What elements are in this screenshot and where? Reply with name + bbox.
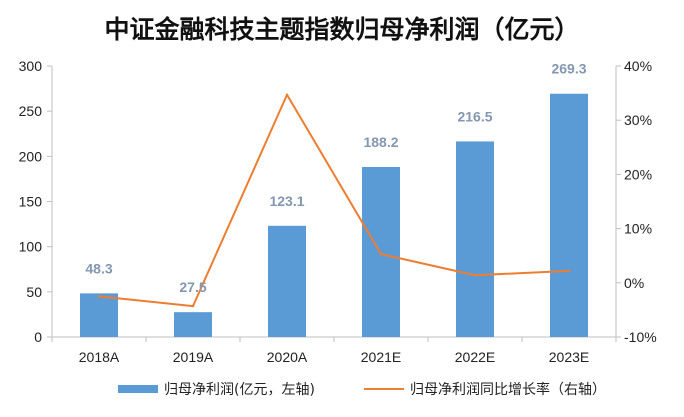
x-tick-label: 2018A bbox=[79, 349, 120, 365]
left-tick-label: 50 bbox=[26, 284, 42, 300]
growth-line bbox=[98, 93, 570, 308]
legend-line-label: 归母净利润同比增长率（右轴） bbox=[410, 381, 606, 398]
line-point bbox=[473, 274, 477, 277]
right-tick-label: 40% bbox=[624, 58, 652, 74]
right-tick-label: 30% bbox=[624, 112, 652, 128]
line-point bbox=[567, 269, 571, 273]
line-point bbox=[379, 252, 383, 256]
x-tick-label: 2019A bbox=[173, 349, 214, 365]
bar-data-label: 48.3 bbox=[85, 260, 112, 276]
legend: 归母净利润(亿元，左轴) 归母净利润同比增长率（右轴） bbox=[118, 381, 606, 398]
left-tick-label: 150 bbox=[19, 194, 43, 210]
bar bbox=[550, 93, 588, 337]
bar bbox=[456, 141, 494, 337]
left-tick-label: 100 bbox=[19, 239, 43, 255]
bar-series bbox=[80, 93, 588, 337]
left-tick-label: 200 bbox=[19, 148, 43, 164]
x-tick-label: 2020A bbox=[267, 349, 308, 365]
bar-data-label: 216.5 bbox=[457, 108, 492, 124]
bar bbox=[268, 225, 306, 337]
right-tick-label: -10% bbox=[624, 329, 657, 345]
left-tick-label: 250 bbox=[19, 103, 43, 119]
bar-data-label: 269.3 bbox=[551, 61, 586, 77]
right-tick-label: 20% bbox=[624, 166, 652, 182]
data-labels: 48.3 27.5 123.1 188.2 216.5 269.3 bbox=[85, 61, 586, 295]
x-tick-label: 2023E bbox=[549, 349, 589, 365]
left-tick-label: 300 bbox=[19, 58, 43, 74]
axes: 0 50 100 150 200 250 300 -10% 0% 10% 20% 30% 40% 2018… bbox=[19, 58, 657, 365]
x-tick-label: 2022E bbox=[455, 349, 495, 365]
legend-bar-swatch bbox=[118, 385, 158, 393]
legend-bar-label: 归母净利润(亿元，左轴) bbox=[164, 381, 315, 398]
right-tick-label: 10% bbox=[624, 221, 652, 237]
bar bbox=[174, 312, 212, 337]
line-point bbox=[191, 304, 195, 308]
line-point bbox=[97, 295, 101, 298]
bar bbox=[362, 166, 400, 337]
bar-data-label: 27.5 bbox=[179, 279, 206, 295]
bar bbox=[80, 293, 118, 337]
left-tick-label: 0 bbox=[34, 329, 42, 345]
chart-title: 中证金融科技主题指数归母净利润（亿元） bbox=[104, 15, 579, 44]
x-tick-label: 2021E bbox=[361, 349, 401, 365]
right-tick-label: 0% bbox=[624, 275, 644, 291]
bar-data-label: 123.1 bbox=[269, 193, 304, 209]
line-point bbox=[285, 93, 289, 96]
line-series bbox=[97, 93, 571, 308]
bar-data-label: 188.2 bbox=[363, 134, 398, 150]
